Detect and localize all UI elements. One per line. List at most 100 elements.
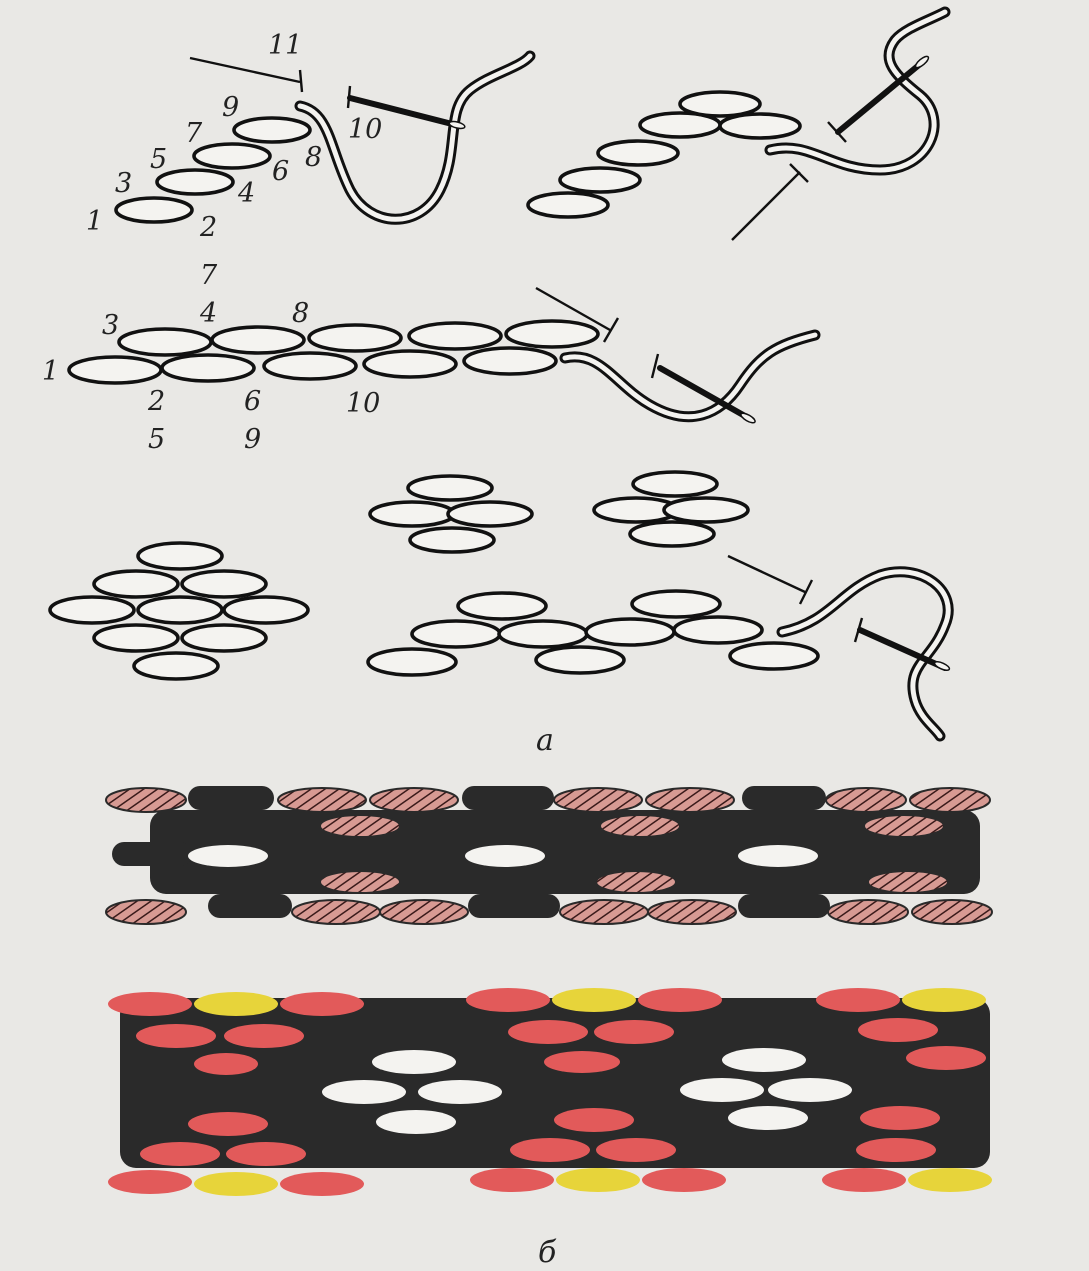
red-stitch: [816, 988, 900, 1012]
band-pattern-color: [108, 988, 992, 1196]
red-stitch: [224, 1024, 304, 1048]
part-a-diagrams: 1 2 3 4 5 6 7 8 9 10 11: [42, 12, 951, 758]
red-stitch: [510, 1138, 590, 1162]
yellow-stitch: [556, 1168, 640, 1192]
stitch-oval: [560, 168, 640, 192]
black-stitch-area: [208, 894, 292, 918]
needle-mark: [652, 354, 658, 378]
thread-inner: [565, 335, 815, 417]
stitch-oval: [69, 357, 161, 383]
label-number: 11: [268, 30, 302, 61]
hatched-stitch: [278, 788, 366, 812]
label-number: 6: [244, 386, 261, 417]
needle-mark: [348, 86, 350, 108]
hatched-stitch: [868, 871, 948, 893]
red-stitch: [108, 992, 192, 1016]
stitch-oval: [364, 351, 456, 377]
needle-eye: [914, 55, 930, 70]
white-stitch: [376, 1110, 456, 1134]
thread: [300, 56, 530, 219]
white-stitch: [722, 1048, 806, 1072]
stitch-oval: [182, 571, 266, 597]
stitch-oval: [598, 141, 678, 165]
red-stitch: [194, 1053, 258, 1075]
diagram-double-row-stitches: 1 2 3 4 5 6 7 8 9 10: [42, 260, 815, 455]
needle-eye: [933, 660, 950, 672]
red-stitch: [858, 1018, 938, 1042]
label-number: 8: [305, 142, 322, 173]
label-number: 10: [346, 388, 380, 419]
stitch-oval: [182, 625, 266, 651]
stitch-oval: [157, 170, 233, 194]
hatched-stitch: [554, 788, 642, 812]
diagram-bottom-row: [368, 556, 951, 736]
band-pattern-hatched: [106, 786, 992, 924]
red-stitch: [280, 992, 364, 1016]
stitch-oval: [730, 643, 818, 669]
hatched-stitch: [380, 900, 468, 924]
hatched-stitch: [370, 788, 458, 812]
hatched-stitch: [560, 900, 648, 924]
diagram-cluster-small-right: [594, 472, 748, 546]
diagram-arch-stitches: [528, 12, 945, 240]
label-number: 5: [150, 144, 167, 175]
stitch-oval: [448, 502, 532, 526]
label-number: 4: [237, 178, 255, 209]
hatched-stitch: [826, 788, 906, 812]
thread-inner: [770, 12, 945, 170]
needle-path-line: [190, 58, 300, 82]
red-stitch: [188, 1112, 268, 1136]
label-number: 2: [147, 386, 165, 417]
stitch-oval: [674, 617, 762, 643]
white-stitch: [738, 845, 818, 867]
needle: [838, 60, 925, 132]
stitch-oval: [212, 327, 304, 353]
red-stitch: [136, 1024, 216, 1048]
stitch-oval: [680, 92, 760, 116]
needle-path-mark: [800, 580, 812, 604]
hatched-stitch: [648, 900, 736, 924]
stitch-oval: [138, 597, 222, 623]
stitch-oval: [506, 321, 598, 347]
hatched-stitch: [320, 815, 400, 837]
label-number: 2: [199, 212, 217, 243]
stitch-oval: [458, 593, 546, 619]
stitch-oval: [408, 476, 492, 500]
stitch-oval: [162, 355, 254, 381]
yellow-stitch: [194, 1172, 278, 1196]
yellow-stitch: [552, 988, 636, 1012]
stitch-oval: [309, 325, 401, 351]
yellow-stitch: [194, 992, 278, 1016]
white-stitch: [322, 1080, 406, 1104]
label-number: 8: [292, 298, 309, 329]
hatched-stitch: [864, 815, 944, 837]
white-stitch: [728, 1106, 808, 1130]
label-number: 6: [272, 156, 289, 187]
stitch-oval: [264, 353, 356, 379]
diagram-cluster-small-left: [370, 476, 532, 552]
red-stitch: [638, 988, 722, 1012]
stitch-oval: [409, 323, 501, 349]
black-stitch-area: [738, 894, 830, 918]
red-stitch: [594, 1020, 674, 1044]
hatched-stitch: [910, 788, 990, 812]
label-number: 9: [244, 424, 261, 455]
white-stitch: [680, 1078, 764, 1102]
label-number: 4: [199, 298, 217, 329]
diagram-diagonal-stitches: 1 2 3 4 5 6 7 8 9 10 11: [86, 30, 530, 243]
black-stitch-area: [742, 786, 826, 810]
needle-eye: [740, 411, 757, 424]
stitch-oval: [116, 198, 192, 222]
label-number: 9: [222, 92, 239, 123]
diagram-diamond-cluster: [50, 543, 308, 679]
stitch-oval: [632, 591, 720, 617]
stitch-oval: [720, 114, 800, 138]
red-stitch: [906, 1046, 986, 1070]
stitch-oval: [536, 647, 624, 673]
stitch-oval: [138, 543, 222, 569]
red-stitch: [860, 1106, 940, 1130]
hatched-stitch: [646, 788, 734, 812]
black-stitch-area: [112, 842, 192, 866]
hatched-stitch: [600, 815, 680, 837]
red-stitch: [508, 1020, 588, 1044]
